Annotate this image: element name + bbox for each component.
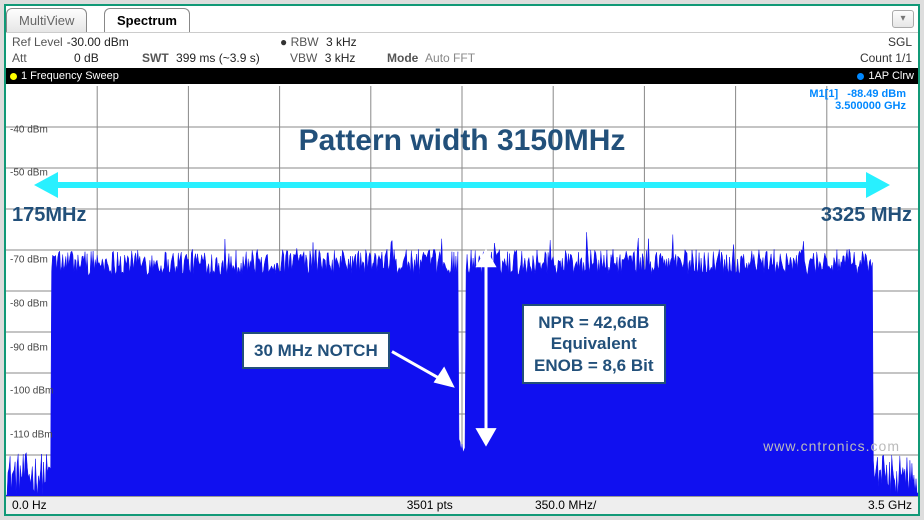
y-axis-label: -100 dBm bbox=[10, 386, 53, 397]
mode-value: Auto FFT bbox=[425, 51, 475, 65]
ref-level-label: Ref Level bbox=[12, 35, 63, 49]
y-axis-label: -40 dBm bbox=[10, 124, 48, 135]
swt-label: SWT bbox=[142, 51, 169, 65]
y-axis-label: -50 dBm bbox=[10, 168, 48, 179]
x-perdiv: 350.0 MHz/ bbox=[535, 498, 596, 512]
trace-bullet-icon bbox=[10, 73, 17, 80]
annotation-stop-freq: 3325 MHz bbox=[821, 204, 912, 227]
att-value: 0 dB bbox=[74, 51, 99, 65]
parameter-bar: Ref Level-30.00 dBm ● RBW 3 kHz SGL Att … bbox=[6, 32, 918, 68]
x-pts: 3501 pts bbox=[407, 498, 453, 512]
vbw-value: 3 kHz bbox=[325, 51, 356, 65]
annotation-width-arrow bbox=[34, 178, 891, 192]
att-label: Att bbox=[12, 51, 27, 65]
rbw-value: 3 kHz bbox=[326, 35, 357, 49]
annotation-notch-box: 30 MHz NOTCH bbox=[242, 332, 390, 369]
trace-mode: 1AP Clrw bbox=[868, 70, 914, 82]
x-stop: 3.5 GHz bbox=[868, 498, 912, 512]
vbw-label: VBW bbox=[290, 51, 317, 65]
x-start: 0.0 Hz bbox=[12, 498, 47, 512]
ref-level-value: -30.00 dBm bbox=[67, 35, 129, 49]
trace-header: 1 Frequency Sweep 1AP Clrw bbox=[6, 68, 918, 84]
marker-readout: M1[1] -88.49 dBm 3.500000 GHz bbox=[809, 88, 906, 112]
trace-mode-bullet-icon bbox=[857, 73, 864, 80]
y-axis-label: -80 dBm bbox=[10, 299, 48, 310]
tab-spectrum[interactable]: Spectrum bbox=[104, 8, 190, 32]
sgl-indicator: SGL bbox=[888, 35, 912, 49]
annotation-npr-box: NPR = 42,6dB Equivalent ENOB = 8,6 Bit bbox=[522, 304, 666, 384]
y-axis-label: -110 dBm bbox=[10, 429, 53, 440]
annotation-start-freq: 175MHz bbox=[12, 204, 86, 227]
watermark: www.cntronics.com bbox=[763, 438, 900, 454]
rbw-label: RBW bbox=[291, 35, 319, 49]
y-axis-label: -90 dBm bbox=[10, 342, 48, 353]
swt-value: 399 ms (~3.9 s) bbox=[176, 51, 260, 65]
annotation-pattern-width: Pattern width 3150MHz bbox=[6, 124, 918, 158]
tab-expand-button[interactable]: ▾ bbox=[892, 10, 914, 28]
x-axis-footer: 0.0 Hz 3501 pts 350.0 MHz/ 3.5 GHz bbox=[6, 496, 918, 514]
spectrum-plot: M1[1] -88.49 dBm 3.500000 GHz Pattern wi… bbox=[6, 86, 918, 496]
tab-multiview[interactable]: MultiView bbox=[6, 8, 87, 32]
trace-title: 1 Frequency Sweep bbox=[21, 70, 119, 82]
y-axis-label: -70 dBm bbox=[10, 255, 48, 266]
mode-label: Mode bbox=[387, 51, 418, 65]
count-value: Count 1/1 bbox=[860, 51, 912, 65]
